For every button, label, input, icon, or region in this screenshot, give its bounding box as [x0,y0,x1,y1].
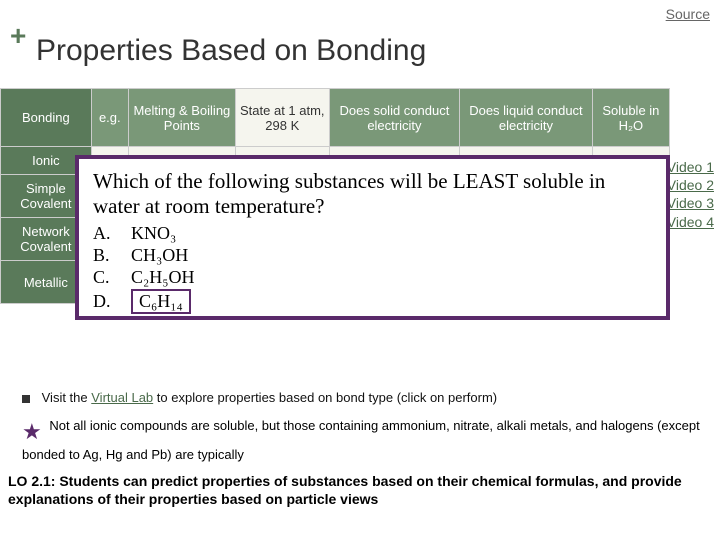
col-state: State at 1 atm, 298 K [235,89,329,147]
bullet-virtual-lab: Visit the Virtual Lab to explore propert… [22,390,702,405]
col-liquid-conduct: Does liquid conduct electricity [460,89,593,147]
question-overlay: Which of the following substances will b… [75,155,670,320]
virtual-lab-link[interactable]: Virtual Lab [91,390,153,405]
option-a: A.KNO₃ [93,223,652,244]
video-3-link[interactable]: Video 3 [667,194,714,212]
table-header-row: Bonding e.g. Melting & Boiling Points St… [1,89,670,147]
col-mp: Melting & Boiling Points [128,89,235,147]
learning-objective: LO 2.1: Students can predict properties … [8,472,713,508]
option-d: D.C₆H₁₄ [93,289,652,314]
col-eg: e.g. [91,89,128,147]
video-1-link[interactable]: Video 1 [667,158,714,176]
video-links: Video 1 Video 2 Video 3 Video 4 [667,158,714,231]
video-2-link[interactable]: Video 2 [667,176,714,194]
star-note: ★ Not all ionic compounds are soluble, b… [22,418,702,463]
question-text: Which of the following substances will b… [93,169,652,219]
page-title: Properties Based on Bonding [36,34,426,68]
col-soluble: Soluble in H₂O [592,89,669,147]
option-b: B.CH₃OH [93,245,652,266]
correct-answer-box: C₆H₁₄ [131,289,191,314]
option-c: C.C₂H₅OH [93,267,652,288]
bullet-icon [22,395,30,403]
source-link[interactable]: Source [666,6,710,22]
video-4-link[interactable]: Video 4 [667,213,714,231]
col-solid-conduct: Does solid conduct electricity [329,89,459,147]
star-icon: ★ [22,418,42,447]
plus-icon: + [10,20,26,52]
col-bonding: Bonding [1,89,92,147]
